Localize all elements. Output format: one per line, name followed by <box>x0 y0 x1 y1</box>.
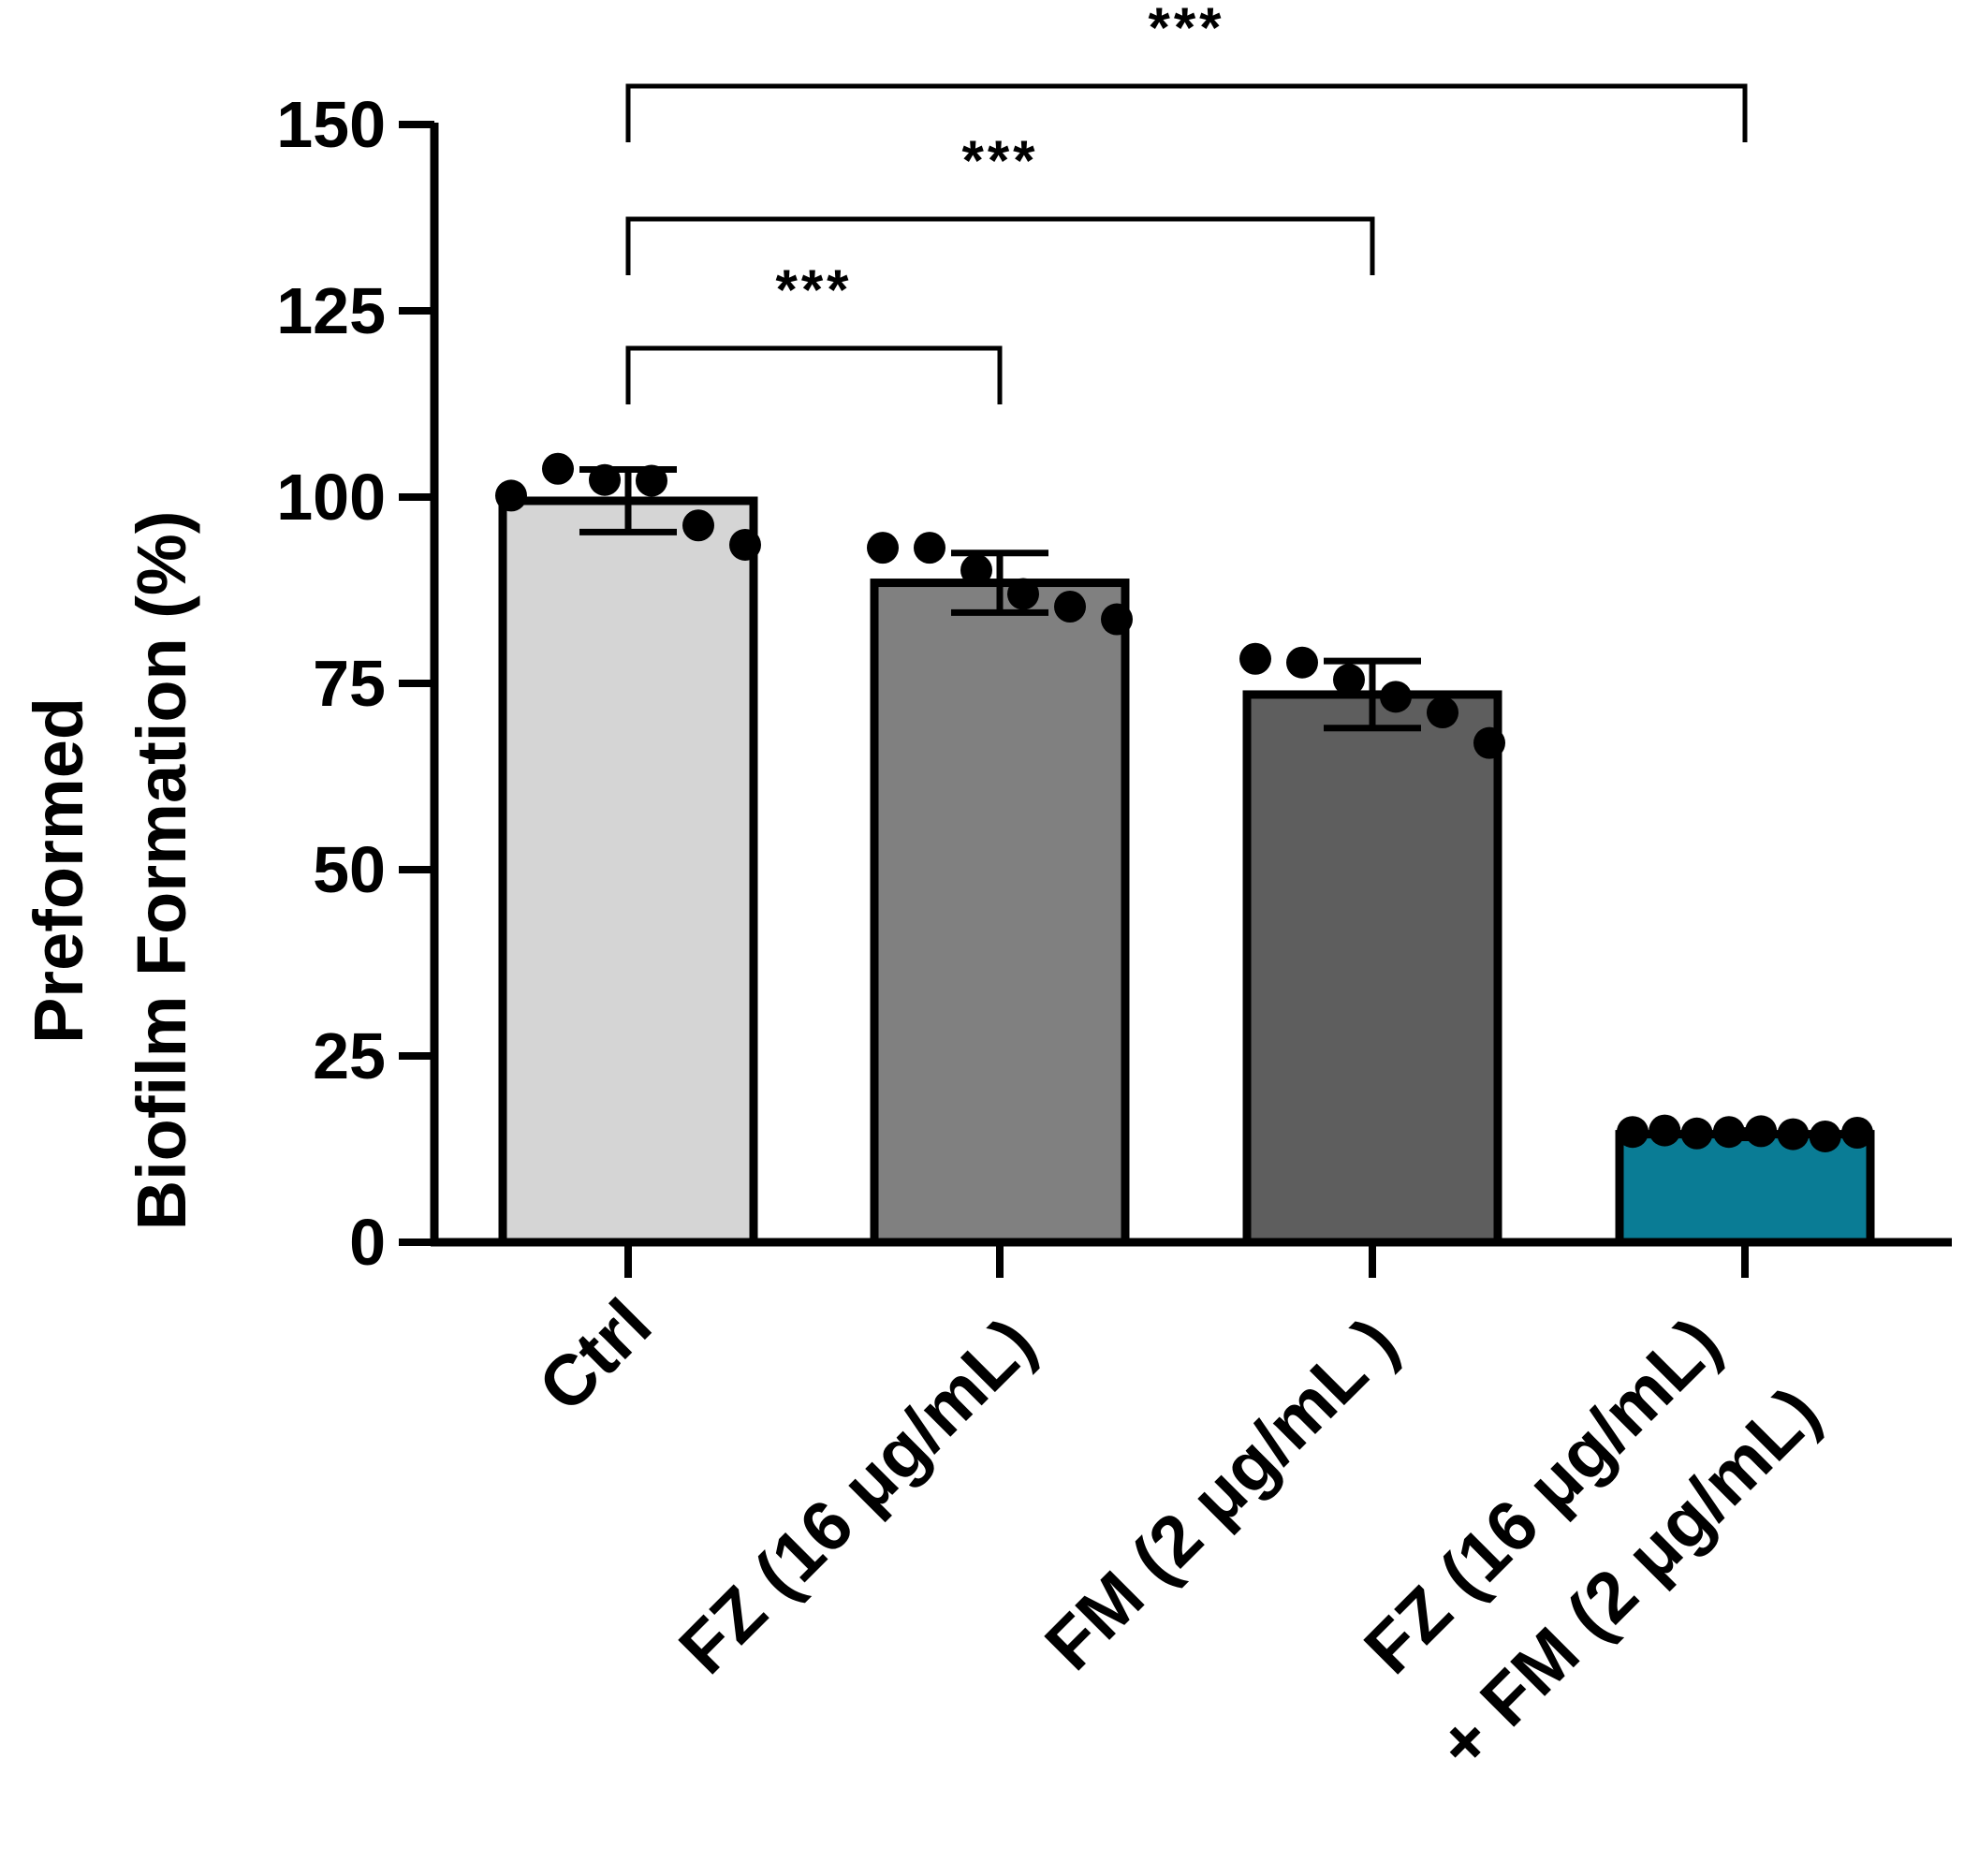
data-point <box>682 509 714 542</box>
bars <box>498 496 1875 1247</box>
data-point <box>960 554 992 587</box>
y-tick-label: 100 <box>276 461 386 534</box>
significance-bracket <box>625 83 1748 142</box>
data-point <box>1427 696 1458 729</box>
significance-bracket <box>625 216 1375 275</box>
y-axis-title: Preformed Biofilm Formation (%) <box>20 511 200 1231</box>
data-point <box>914 532 945 564</box>
significance-label: *** <box>775 258 852 321</box>
data-point <box>542 452 574 485</box>
y-tick-label: 50 <box>313 833 386 906</box>
data-point <box>1239 642 1271 675</box>
y-tick-label: 150 <box>276 88 386 161</box>
data-point <box>1649 1114 1681 1147</box>
data-point <box>1054 591 1086 623</box>
data-point <box>1333 664 1365 696</box>
data-point <box>1473 726 1505 759</box>
y-tick-label: 25 <box>313 1019 386 1092</box>
x-tick-label: Ctrl <box>523 1284 667 1428</box>
bar <box>1615 1130 1875 1247</box>
significance-bracket <box>625 345 1003 404</box>
significance-label: *** <box>961 129 1038 192</box>
data-points <box>495 452 1873 1152</box>
x-axis <box>431 1238 1952 1278</box>
data-point <box>1286 646 1318 679</box>
y-tick-label: 75 <box>313 647 386 720</box>
bar <box>498 496 758 1247</box>
error-bars <box>507 466 1866 1142</box>
data-point <box>729 528 761 561</box>
bar <box>1242 690 1502 1247</box>
y-axis-title-line: Preformed <box>20 697 97 1044</box>
y-axis: 0 25 50 75 100 125 150 <box>276 88 439 1279</box>
bar <box>870 579 1130 1247</box>
significance-label: *** <box>1148 0 1224 59</box>
data-point <box>495 479 527 512</box>
significance-brackets: *** *** *** <box>625 0 1748 404</box>
y-axis-title-line: Biofilm Formation (%) <box>123 511 200 1231</box>
y-tick-label: 125 <box>276 274 386 347</box>
y-tick-label: 0 <box>349 1206 386 1279</box>
x-tick-label: FZ (16 μg/mL) <box>665 1303 1050 1689</box>
data-point <box>867 532 899 564</box>
data-point <box>1101 603 1133 636</box>
